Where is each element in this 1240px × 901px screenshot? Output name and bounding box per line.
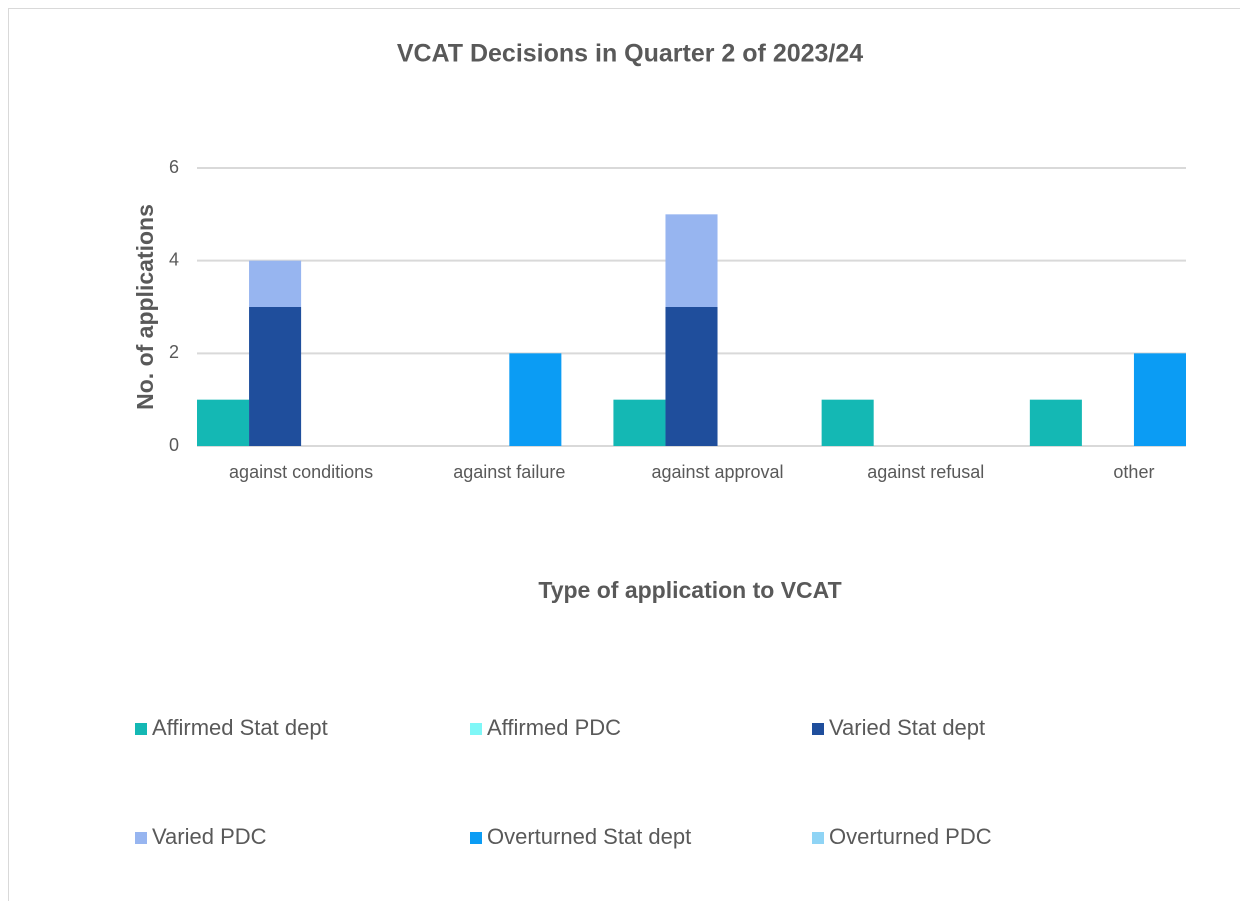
y-tick-label: 0 bbox=[169, 435, 179, 455]
legend-swatch bbox=[470, 723, 482, 735]
bar bbox=[249, 260, 302, 307]
bar bbox=[1029, 399, 1082, 446]
legend-label: Varied Stat dept bbox=[829, 715, 985, 740]
legend-label: Overturned Stat dept bbox=[487, 824, 691, 849]
legend-swatch bbox=[135, 723, 147, 735]
bar bbox=[1133, 353, 1186, 446]
bar bbox=[509, 353, 562, 446]
chart-border bbox=[8, 8, 1240, 901]
x-tick-label: against failure bbox=[453, 462, 565, 482]
y-tick-label: 2 bbox=[169, 342, 179, 362]
legend-label: Affirmed Stat dept bbox=[152, 715, 328, 740]
y-axis-title: No. of applications bbox=[132, 204, 158, 410]
legend-swatch bbox=[812, 832, 824, 844]
x-tick-label: other bbox=[1113, 462, 1154, 482]
y-tick-label: 6 bbox=[169, 157, 179, 177]
legend-label: Affirmed PDC bbox=[487, 715, 621, 740]
legend-swatch bbox=[470, 832, 482, 844]
x-tick-label: against approval bbox=[651, 462, 783, 482]
bar bbox=[665, 214, 718, 307]
bar bbox=[613, 399, 666, 446]
y-tick-label: 4 bbox=[169, 249, 179, 269]
x-tick-label: against conditions bbox=[229, 462, 373, 482]
legend-label: Overturned PDC bbox=[829, 824, 992, 849]
bar bbox=[249, 307, 302, 446]
chart-title: VCAT Decisions in Quarter 2 of 2023/24 bbox=[397, 40, 863, 68]
legend-swatch bbox=[812, 723, 824, 735]
legend-swatch bbox=[135, 832, 147, 844]
bar bbox=[821, 399, 874, 446]
x-tick-label: against refusal bbox=[867, 462, 984, 482]
bar bbox=[197, 399, 250, 446]
legend-label: Varied PDC bbox=[152, 824, 267, 849]
bar bbox=[665, 307, 718, 446]
x-axis-title: Type of application to VCAT bbox=[538, 577, 841, 603]
